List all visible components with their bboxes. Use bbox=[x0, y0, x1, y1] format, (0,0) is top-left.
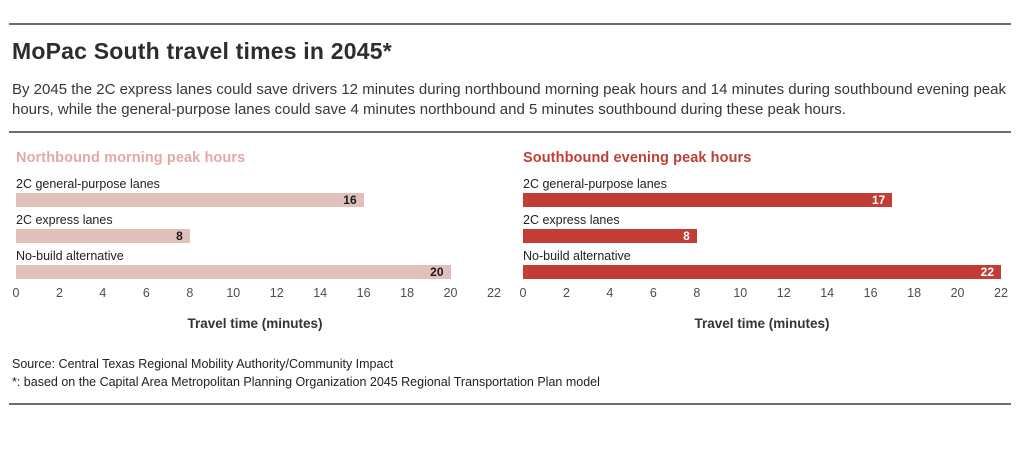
axis-tick-label: 10 bbox=[226, 285, 241, 300]
bar-row: No-build alternative 22 bbox=[523, 249, 1001, 279]
axis-tick-label: 22 bbox=[994, 285, 1008, 300]
axis-tick-label: 14 bbox=[313, 285, 328, 300]
axis-tick-label: 22 bbox=[487, 285, 501, 300]
axis-tick-label: 6 bbox=[649, 285, 657, 300]
charts-row: Northbound morning peak hours 2C general… bbox=[0, 150, 1020, 331]
bar-track: 16 bbox=[16, 192, 494, 207]
bar-track: 8 bbox=[16, 228, 494, 243]
axis-tick-label: 8 bbox=[186, 285, 194, 300]
chart-northbound: Northbound morning peak hours 2C general… bbox=[12, 149, 501, 331]
axis-tick-label: 18 bbox=[400, 285, 415, 300]
axis-tick-label: 12 bbox=[269, 285, 284, 300]
bar-track: 22 bbox=[523, 264, 1001, 279]
axis-tick-label: 16 bbox=[863, 285, 878, 300]
bar: 20 bbox=[16, 264, 451, 279]
footer-note: *: based on the Capital Area Metropolita… bbox=[12, 374, 600, 389]
bar-category-label: 2C general-purpose lanes bbox=[16, 176, 160, 191]
chart-title: Northbound morning peak hours bbox=[16, 149, 246, 166]
bar-value-label: 8 bbox=[176, 228, 183, 243]
bar-row: No-build alternative 20 bbox=[16, 249, 494, 279]
bar-category-label: No-build alternative bbox=[16, 248, 124, 263]
bar-category-label: 2C express lanes bbox=[16, 212, 113, 227]
bar: 22 bbox=[523, 264, 1001, 279]
bar-row: 2C general-purpose lanes 16 bbox=[16, 177, 494, 207]
x-axis-title: Travel time (minutes) bbox=[187, 315, 323, 331]
bar-category-label: 2C general-purpose lanes bbox=[523, 176, 667, 191]
bar-value-label: 16 bbox=[343, 192, 357, 207]
axis-tick-label: 8 bbox=[693, 285, 701, 300]
axis-tick-label: 20 bbox=[443, 285, 458, 300]
axis-tick-label: 16 bbox=[356, 285, 371, 300]
axis-tick-label: 4 bbox=[99, 285, 107, 300]
x-axis: 0 2 4 6 8 10 12 14 16 18 20 22 bbox=[12, 285, 501, 300]
x-axis-title: Travel time (minutes) bbox=[694, 315, 830, 331]
chart-southbound: Southbound evening peak hours 2C general… bbox=[519, 149, 1008, 331]
bar: 16 bbox=[16, 192, 364, 207]
bar-category-label: 2C express lanes bbox=[523, 212, 620, 227]
footer-source: Source: Central Texas Regional Mobility … bbox=[12, 356, 394, 371]
axis-tick-label: 6 bbox=[142, 285, 150, 300]
x-axis: 0 2 4 6 8 10 12 14 16 18 20 22 bbox=[519, 285, 1008, 300]
axis-tick-label: 10 bbox=[733, 285, 748, 300]
bar-value-label: 8 bbox=[683, 228, 690, 243]
bar-row: 2C express lanes 8 bbox=[16, 213, 494, 243]
bar-track: 17 bbox=[523, 192, 1001, 207]
page-title: MoPac South travel times in 2045* bbox=[12, 38, 392, 64]
footer: Source: Central Texas Regional Mobility … bbox=[12, 355, 1008, 391]
bar-row: 2C general-purpose lanes 17 bbox=[523, 177, 1001, 207]
bar: 8 bbox=[523, 228, 697, 243]
bar-value-label: 20 bbox=[430, 264, 444, 279]
axis-tick-label: 2 bbox=[562, 285, 570, 300]
bar-value-label: 22 bbox=[980, 264, 994, 279]
bar-rows: 2C general-purpose lanes 17 2C express lan… bbox=[523, 177, 1001, 279]
axis-tick-label: 18 bbox=[907, 285, 922, 300]
bar-track: 8 bbox=[523, 228, 1001, 243]
bar-row: 2C express lanes 8 bbox=[523, 213, 1001, 243]
axis-tick-label: 4 bbox=[606, 285, 614, 300]
bar-track: 20 bbox=[16, 264, 494, 279]
axis-tick-label: 0 bbox=[519, 285, 527, 300]
top-rule bbox=[9, 23, 1011, 25]
chart-title: Southbound evening peak hours bbox=[523, 149, 752, 166]
bar: 8 bbox=[16, 228, 190, 243]
axis-tick-label: 0 bbox=[12, 285, 20, 300]
axis-tick-label: 2 bbox=[55, 285, 63, 300]
bar-value-label: 17 bbox=[872, 192, 886, 207]
axis-tick-label: 12 bbox=[776, 285, 791, 300]
bottom-rule bbox=[9, 402, 1011, 405]
bar: 17 bbox=[523, 192, 893, 207]
bar-category-label: No-build alternative bbox=[523, 248, 631, 263]
divider-rule bbox=[9, 131, 1011, 133]
bar-rows: 2C general-purpose lanes 16 2C express lan… bbox=[16, 177, 494, 279]
page-subtitle: By 2045 the 2C express lanes could save … bbox=[12, 81, 1006, 118]
axis-tick-label: 14 bbox=[820, 285, 835, 300]
axis-tick-label: 20 bbox=[950, 285, 965, 300]
